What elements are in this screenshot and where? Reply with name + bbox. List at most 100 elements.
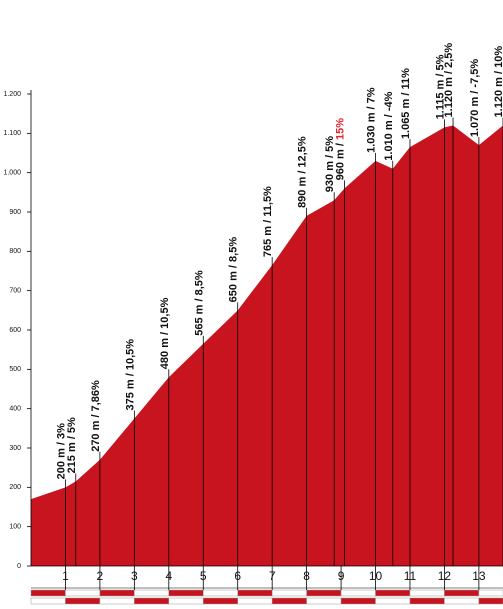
x-tick-label: 10 — [369, 569, 383, 583]
y-tick-label: 1.200 — [3, 91, 21, 98]
x-tick-label: 6 — [234, 569, 241, 583]
annotation-elevation: 375 m / — [124, 370, 136, 410]
ruler-segment — [271, 597, 307, 605]
annotation: 375 m / 10,5% — [124, 339, 136, 411]
ruler-segment — [237, 589, 273, 597]
ruler-segment — [30, 589, 66, 597]
ruler-segment — [375, 589, 411, 597]
annotation: 1.120 m / 10% — [493, 46, 503, 118]
ruler-segment — [478, 589, 503, 597]
x-tick-label: 13 — [472, 569, 486, 583]
annotation-grade: -7,5% — [469, 59, 481, 88]
ruler-segment — [134, 589, 170, 597]
x-tick-label: 8 — [303, 569, 310, 583]
annotation-elevation: 1.030 m / — [365, 103, 377, 153]
ruler-segment — [134, 597, 170, 605]
annotation-elevation: 1.120 m / — [443, 68, 455, 118]
x-tick-label: 11 — [404, 569, 417, 583]
annotation-grade: 5% — [324, 136, 336, 152]
annotation-elevation: 890 m / — [297, 168, 309, 208]
annotation-elevation: 650 m / — [228, 262, 240, 302]
ruler-segment — [30, 597, 66, 605]
annotation-grade: 11% — [400, 68, 412, 90]
elevation-area — [31, 125, 503, 566]
y-tick-label: 900 — [9, 209, 21, 216]
annotation: 1.070 m / -7,5% — [469, 59, 481, 138]
x-tick-label: 12 — [438, 569, 452, 583]
annotation: 1.065 m / 11% — [400, 68, 412, 139]
x-tick-label: 2 — [97, 569, 104, 583]
ruler-segment — [203, 589, 238, 597]
annotation: 1.030 m / 7% — [365, 87, 377, 153]
ruler-segment — [306, 597, 342, 605]
y-tick-label: 300 — [9, 445, 21, 452]
annotation-elevation: 200 m / — [55, 439, 67, 479]
y-tick-label: 800 — [9, 248, 21, 255]
annotation: 200 m / 3% — [55, 423, 67, 479]
annotation-grade: 15% — [334, 118, 346, 140]
annotation: 215 m / 5% — [66, 417, 78, 473]
annotation: 1.010 m / -4% — [383, 91, 395, 160]
annotation-elevation: 930 m / — [324, 152, 336, 192]
ruler-segment — [409, 597, 445, 605]
ruler-segment — [99, 589, 135, 597]
annotation-elevation: 480 m / — [159, 329, 171, 369]
annotation-elevation: 1.070 m / — [469, 88, 481, 138]
annotation-elevation: 1.120 m / — [493, 68, 503, 118]
annotation-elevation: 1.115 m / — [434, 70, 446, 119]
annotation-grade: 10,5% — [124, 339, 136, 370]
annotation-elevation: 565 m / — [193, 295, 205, 335]
annotation: 650 m / 8,5% — [228, 237, 240, 303]
ruler-segment — [409, 589, 445, 597]
ruler-segment — [306, 589, 342, 597]
annotation: 930 m / 5% — [324, 136, 336, 192]
y-tick-label: 600 — [9, 327, 21, 334]
annotation-grade: 11,5% — [262, 186, 274, 217]
annotation-grade: 8,5% — [228, 237, 240, 262]
annotation-grade: 3% — [55, 423, 67, 439]
annotation: 765 m / 11,5% — [262, 186, 274, 257]
y-tick-label: 1.000 — [3, 170, 21, 177]
ruler-segment — [168, 589, 204, 597]
annotation-grade: 10% — [493, 46, 503, 68]
annotation-elevation: 1.010 m / — [383, 111, 395, 161]
ruler-segment — [168, 597, 204, 605]
annotation-grade: 12,5% — [297, 136, 309, 167]
y-tick-label: 500 — [9, 366, 21, 373]
ruler-segment — [340, 589, 376, 597]
annotation: 1.120 m / 2,5% — [443, 43, 455, 118]
x-tick-label: 3 — [131, 569, 138, 583]
y-tick-label: 200 — [9, 484, 21, 491]
y-tick-label: 0 — [17, 563, 21, 570]
ruler-segment — [375, 597, 411, 605]
annotation: 890 m / 12,5% — [297, 136, 309, 208]
ruler-segment — [444, 597, 480, 605]
annotation-elevation: 1.065 m / — [400, 90, 412, 140]
y-tick-label: 700 — [9, 288, 21, 295]
ruler-segment — [99, 597, 135, 605]
annotation-grade: 7,86% — [90, 380, 102, 411]
y-tick-label: 1.100 — [3, 130, 21, 137]
x-tick-label: 9 — [338, 569, 345, 583]
y-tick-label: 400 — [9, 406, 21, 413]
ruler-segment — [203, 597, 238, 605]
annotation-elevation: 215 m / — [66, 433, 78, 473]
annotation-grade: 10,5% — [159, 297, 171, 328]
ruler-segment — [237, 597, 273, 605]
annotation: 270 m / 7,86% — [90, 380, 102, 452]
annotation-grade: 8,5% — [193, 270, 205, 295]
annotation-grade: 5% — [66, 417, 78, 433]
annotation-elevation: 960 m / — [334, 140, 346, 180]
ruler-segment — [65, 589, 101, 597]
ruler-segment — [271, 589, 307, 597]
annotation-grade: -4% — [383, 91, 395, 111]
annotation: 480 m / 10,5% — [159, 297, 171, 369]
ruler-segment — [478, 597, 503, 605]
x-tick-label: 1 — [62, 569, 69, 583]
x-tick-label: 4 — [165, 569, 172, 583]
annotation-grade: 5% — [434, 54, 446, 70]
annotation: 565 m / 8,5% — [193, 270, 205, 336]
annotation-elevation: 765 m / — [262, 217, 274, 257]
annotation-grade: 2,5% — [443, 43, 455, 68]
